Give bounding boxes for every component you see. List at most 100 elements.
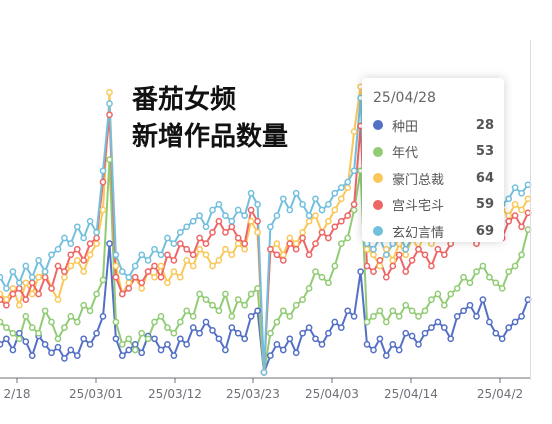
data-point-3 <box>402 268 410 275</box>
data-point-1 <box>363 318 371 326</box>
data-point-3 <box>54 262 62 270</box>
data-point-4 <box>344 178 352 186</box>
data-point-1 <box>215 307 223 315</box>
data-point-3 <box>312 240 319 247</box>
data-point-4 <box>209 206 216 214</box>
data-point-4 <box>35 257 42 264</box>
data-point-1 <box>54 335 62 343</box>
data-point-3 <box>234 234 242 242</box>
data-point-3 <box>196 234 203 242</box>
x-tick-label: 25/03/23 <box>226 387 280 401</box>
data-point-1 <box>402 301 410 309</box>
data-point-2 <box>164 279 171 287</box>
data-point-2 <box>350 128 358 135</box>
data-point-3 <box>389 262 397 270</box>
data-point-4 <box>157 251 165 259</box>
data-point-3 <box>363 262 371 270</box>
data-point-0 <box>421 329 429 337</box>
data-point-3 <box>48 285 55 292</box>
data-point-4 <box>505 195 513 203</box>
tooltip-series-value: 59 <box>475 197 494 213</box>
data-point-3 <box>22 296 30 303</box>
data-point-4 <box>215 201 223 208</box>
legend-dot-icon <box>373 120 383 131</box>
tooltip-series-name: 玄幻言情 <box>392 225 445 241</box>
data-point-2 <box>247 217 255 225</box>
data-point-2 <box>99 206 107 214</box>
data-point-3 <box>215 217 223 225</box>
x-tick-label: 25/04/14 <box>384 387 438 401</box>
data-point-0 <box>28 352 36 359</box>
data-point-4 <box>273 212 281 219</box>
tooltip-series-value: 69 <box>475 223 494 239</box>
tooltip-row: 玄幻言情 69 <box>373 218 494 245</box>
data-point-0 <box>415 341 422 348</box>
data-point-3 <box>247 206 255 214</box>
data-point-1 <box>428 296 435 303</box>
data-point-3 <box>67 251 75 259</box>
data-point-2 <box>402 251 410 259</box>
data-point-2 <box>273 240 281 247</box>
data-point-1 <box>86 307 94 315</box>
data-point-2 <box>241 245 249 253</box>
data-point-2 <box>305 217 313 225</box>
data-point-1 <box>492 279 500 287</box>
data-point-1 <box>376 307 384 315</box>
data-point-3 <box>254 217 261 225</box>
data-point-0 <box>80 335 88 343</box>
data-point-4 <box>370 245 377 253</box>
data-point-0 <box>164 341 171 348</box>
data-point-3 <box>3 301 10 309</box>
data-point-1 <box>312 268 319 275</box>
data-point-2 <box>254 229 261 236</box>
data-point-4 <box>22 262 30 270</box>
data-point-1 <box>3 324 10 331</box>
data-point-0 <box>402 329 410 337</box>
data-point-4 <box>254 201 261 208</box>
tooltip-series-name: 种田 <box>392 119 419 135</box>
data-point-2 <box>511 201 519 208</box>
data-point-0 <box>9 346 17 354</box>
data-point-1 <box>157 313 165 320</box>
data-point-0 <box>267 352 274 359</box>
data-point-3 <box>241 240 249 247</box>
data-point-0 <box>183 341 191 348</box>
data-point-2 <box>209 262 216 270</box>
data-point-3 <box>99 178 107 186</box>
data-point-4 <box>48 251 55 259</box>
data-point-0 <box>228 324 236 331</box>
data-point-0 <box>67 346 75 354</box>
data-point-1 <box>453 285 461 292</box>
data-point-3 <box>61 268 68 275</box>
data-point-4 <box>299 201 306 208</box>
data-point-3 <box>382 273 390 281</box>
data-point-4 <box>106 100 113 107</box>
data-point-4 <box>3 285 10 292</box>
data-point-2 <box>28 290 36 298</box>
data-point-3 <box>395 251 403 259</box>
data-point-2 <box>15 301 23 309</box>
data-point-1 <box>279 307 287 315</box>
data-point-3 <box>112 273 120 281</box>
data-point-2 <box>176 273 184 281</box>
data-point-2 <box>170 268 178 275</box>
data-point-4 <box>99 167 107 175</box>
data-point-0 <box>350 313 358 320</box>
data-point-0 <box>518 313 525 320</box>
data-point-1 <box>15 335 23 343</box>
data-point-3 <box>273 251 281 259</box>
data-point-2 <box>299 229 306 236</box>
data-point-1 <box>138 329 146 337</box>
tooltip-series-name: 豪门总裁 <box>392 172 445 188</box>
data-point-0 <box>54 343 62 351</box>
data-point-2 <box>73 257 81 264</box>
data-point-4 <box>337 184 345 191</box>
data-point-0 <box>286 335 294 343</box>
data-point-0 <box>86 341 94 348</box>
data-point-2 <box>518 206 525 214</box>
tooltip-series-name: 年代 <box>392 146 419 162</box>
data-point-2 <box>331 206 339 214</box>
data-point-3 <box>344 212 352 219</box>
legend-dot-icon <box>373 173 383 184</box>
data-point-0 <box>473 313 480 320</box>
